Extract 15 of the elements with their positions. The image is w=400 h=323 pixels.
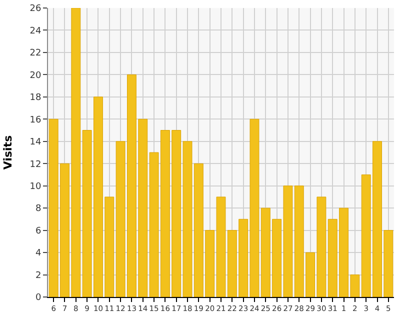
y-tick-label: 16 [30, 115, 42, 126]
y-tick-label: 10 [30, 182, 42, 192]
y-tick-label: 8 [35, 204, 42, 214]
y-tick-label: 22 [30, 48, 42, 59]
y-tick-label: 0 [35, 293, 42, 304]
y-tick-label: 20 [30, 70, 42, 81]
y-axis-title: Visits [1, 134, 14, 170]
y-tick-label: 26 [30, 4, 42, 14]
y-tick-label: 24 [30, 26, 42, 36]
y-tick-label: 14 [30, 138, 42, 148]
y-tick-label: 12 [30, 160, 42, 170]
y-tick-label: 18 [30, 93, 42, 104]
y-tick-label: 6 [35, 226, 42, 236]
y-tick-label: 2 [35, 270, 42, 281]
y-tick-label: 4 [35, 248, 42, 259]
